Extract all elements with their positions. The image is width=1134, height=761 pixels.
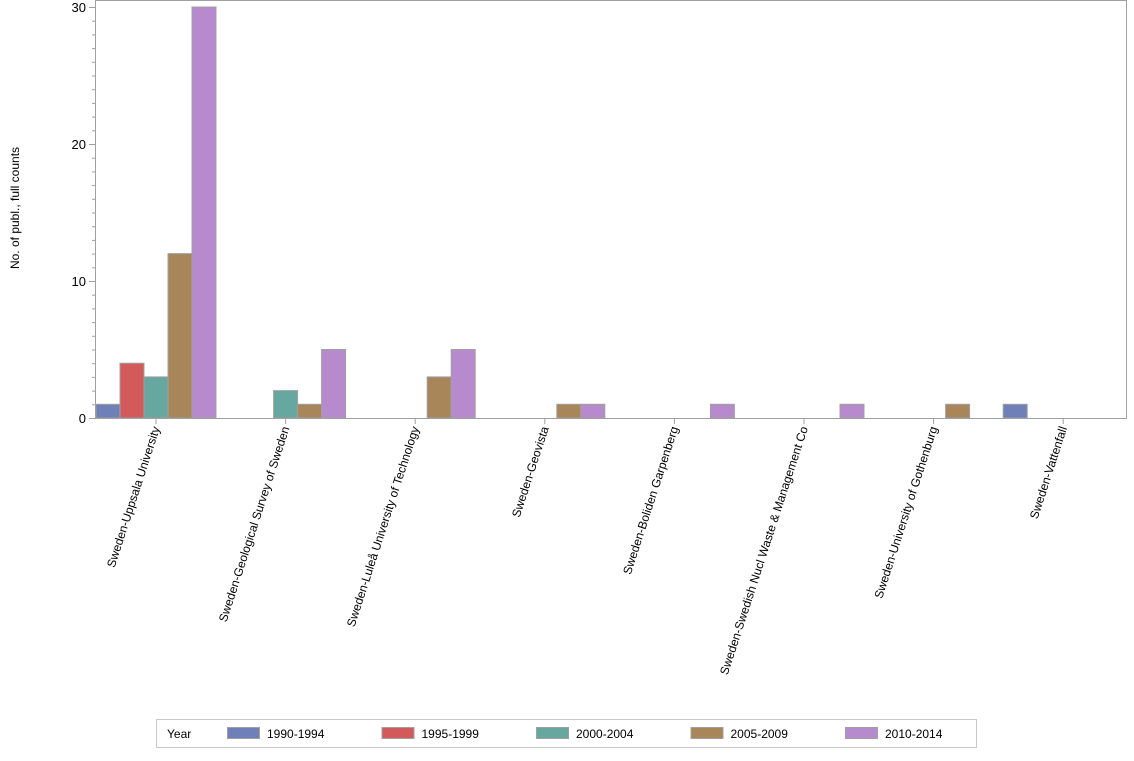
bar-1995-1999-0 <box>119 362 145 419</box>
bar-2005-2009-0 <box>167 253 193 419</box>
y-tick-label: 10 <box>72 274 86 289</box>
y-tick-label: 20 <box>72 137 86 152</box>
bar-2010-2014-2 <box>450 349 476 419</box>
y-tick-label: 30 <box>72 0 86 15</box>
x-axis: Sweden-Uppsala University Sweden-Geologic… <box>95 418 1127 677</box>
x-tick-label: Sweden-Boliden Garpenberg <box>620 425 681 577</box>
legend-label: 1995-1999 <box>422 727 480 741</box>
legend-label: 2005-2009 <box>731 727 789 741</box>
bar-2000-2004-0 <box>143 376 169 419</box>
legend-label: 1990-1994 <box>267 727 325 741</box>
bar-1990-1994-0 <box>95 403 121 419</box>
bar-2010-2014-1 <box>321 349 347 419</box>
legend-swatch-2005-2009 <box>690 727 724 739</box>
y-tick-label: 0 <box>79 411 86 426</box>
y-axis: 0 10 20 30 <box>72 0 96 426</box>
legend-swatch-2010-2014 <box>845 727 878 739</box>
bar-2010-2014-4 <box>709 403 735 419</box>
bar-2005-2009-6 <box>945 403 971 419</box>
x-tick-label: Sweden-Geovista <box>509 424 552 519</box>
bar-2005-2009-1 <box>297 403 323 419</box>
plot-frame <box>95 0 1127 419</box>
bar-2005-2009-2 <box>426 376 452 419</box>
x-tick-label: Sweden-Uppsala University <box>104 425 163 570</box>
bar-2000-2004-1 <box>273 390 299 419</box>
x-tick-label: Sweden-Vattenfall <box>1027 425 1070 521</box>
x-tick-label: Sweden-Swedish Nucl Waste & Management C… <box>717 424 811 676</box>
legend-label: 2000-2004 <box>576 727 634 741</box>
legend-frame <box>156 719 977 748</box>
x-tick-label: Sweden-University of Gothenburg <box>871 425 940 601</box>
legend: Year 1990-1994 1995-1999 2000-2004 2005-200… <box>156 719 977 748</box>
legend-swatch-1990-1994 <box>227 727 260 739</box>
bar-2010-2014-5 <box>839 403 865 419</box>
legend-label: 2010-2014 <box>885 727 943 741</box>
bars <box>95 6 1028 419</box>
x-tick-label: Sweden-Geological Survey of Sweden <box>216 425 293 624</box>
legend-title: Year <box>167 727 191 741</box>
y-axis-label: No. of publ., full counts <box>8 147 22 269</box>
bar-1990-1994-7 <box>1002 403 1028 419</box>
legend-swatch-2000-2004 <box>536 727 569 739</box>
bar-2005-2009-3 <box>556 403 582 419</box>
bar-2010-2014-0 <box>191 6 217 419</box>
legend-swatch-1995-1999 <box>381 727 415 739</box>
bar-2010-2014-3 <box>580 403 606 419</box>
x-tick-label: Sweden-Luleå University of Technology <box>344 425 422 629</box>
